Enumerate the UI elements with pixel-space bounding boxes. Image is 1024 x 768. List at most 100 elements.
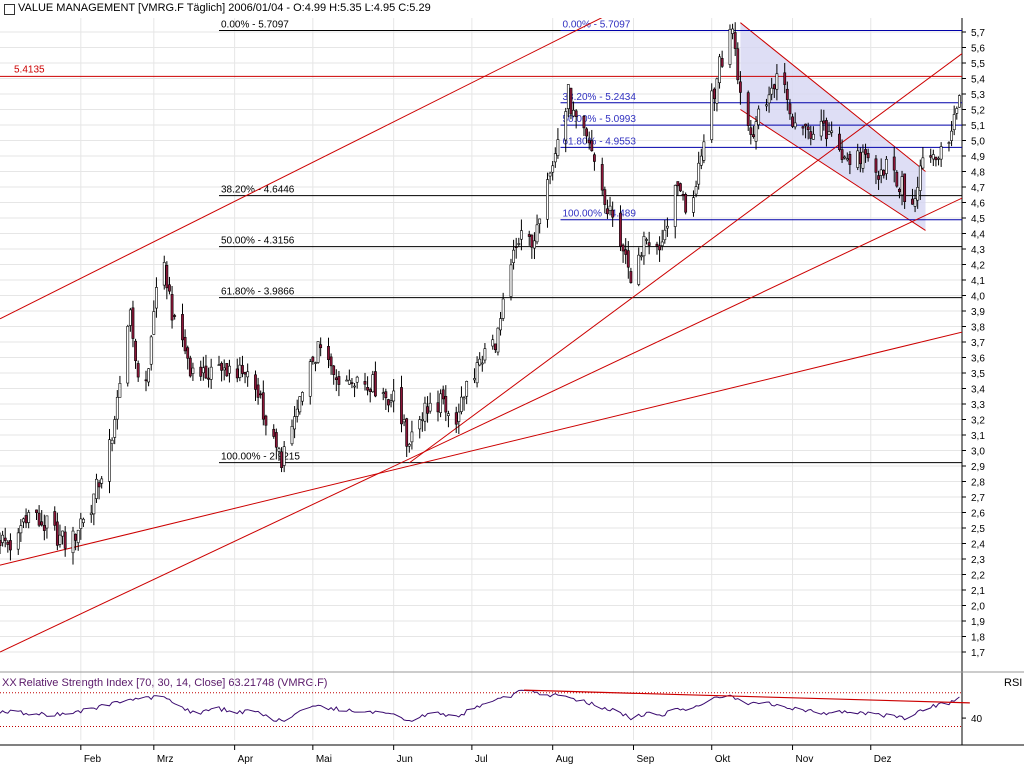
candle-body[interactable] xyxy=(345,379,349,382)
candle-body[interactable] xyxy=(353,385,356,388)
candle-body[interactable] xyxy=(603,189,607,205)
candle-body[interactable] xyxy=(220,362,223,371)
candle-body[interactable] xyxy=(261,392,265,420)
candle-body[interactable] xyxy=(600,164,604,191)
candle-body[interactable] xyxy=(392,390,396,402)
candle-body[interactable] xyxy=(89,512,93,515)
candle-body[interactable] xyxy=(74,533,78,541)
candle-body[interactable] xyxy=(0,540,2,547)
candle-body[interactable] xyxy=(788,103,792,115)
candle-body[interactable] xyxy=(512,249,515,263)
candle-body[interactable] xyxy=(128,309,132,326)
candle-body[interactable] xyxy=(681,194,685,197)
candle-body[interactable] xyxy=(900,176,904,196)
candle-body[interactable] xyxy=(848,154,852,165)
candle-body[interactable] xyxy=(53,511,57,526)
candle-body[interactable] xyxy=(149,336,153,365)
candle-body[interactable] xyxy=(546,179,549,220)
candle-body[interactable] xyxy=(420,419,424,421)
candle-body[interactable] xyxy=(767,94,771,104)
candle-body[interactable] xyxy=(733,32,737,49)
candle-body[interactable] xyxy=(439,393,442,413)
candle-body[interactable] xyxy=(27,512,31,523)
candle-body[interactable] xyxy=(825,120,828,140)
candle-body[interactable] xyxy=(144,379,148,382)
candle-body[interactable] xyxy=(136,363,140,378)
candle-body[interactable] xyxy=(955,108,959,114)
candle-body[interactable] xyxy=(134,340,137,362)
candle-body[interactable] xyxy=(191,367,195,374)
candle-body[interactable] xyxy=(301,392,304,402)
candle-body[interactable] xyxy=(783,72,787,85)
candle-body[interactable] xyxy=(569,87,573,115)
candle-body[interactable] xyxy=(188,357,192,377)
candle-body[interactable] xyxy=(587,139,591,144)
candle-body[interactable] xyxy=(58,534,62,545)
candle-body[interactable] xyxy=(199,366,203,377)
candle-body[interactable] xyxy=(441,389,445,400)
candle-body[interactable] xyxy=(478,358,482,366)
candle-body[interactable] xyxy=(113,419,117,438)
candle-body[interactable] xyxy=(655,243,659,247)
candle-body[interactable] xyxy=(280,451,283,468)
trendline[interactable] xyxy=(0,0,970,320)
candle-body[interactable] xyxy=(3,537,7,541)
candle-body[interactable] xyxy=(181,314,184,341)
candle-body[interactable] xyxy=(574,110,578,117)
candle-body[interactable] xyxy=(337,376,341,385)
candle-body[interactable] xyxy=(363,381,367,385)
candle-body[interactable] xyxy=(311,356,315,362)
candle-body[interactable] xyxy=(201,367,205,374)
candle-body[interactable] xyxy=(509,264,513,297)
candle-body[interactable] xyxy=(791,116,794,127)
candle-body[interactable] xyxy=(454,412,458,425)
candle-body[interactable] xyxy=(204,365,208,379)
candle-body[interactable] xyxy=(809,131,813,139)
candle-body[interactable] xyxy=(92,493,96,515)
candle-body[interactable] xyxy=(728,28,732,65)
candle-body[interactable] xyxy=(811,133,815,140)
candle-body[interactable] xyxy=(606,208,609,215)
candle-body[interactable] xyxy=(845,158,849,161)
candle-body[interactable] xyxy=(293,416,296,430)
candle-body[interactable] xyxy=(879,169,883,176)
candle-body[interactable] xyxy=(952,114,956,131)
candle-body[interactable] xyxy=(480,362,484,365)
candle-body[interactable] xyxy=(131,307,135,339)
candle-body[interactable] xyxy=(895,171,899,187)
rsi-line[interactable] xyxy=(0,689,960,722)
candle-body[interactable] xyxy=(556,139,560,156)
candle-body[interactable] xyxy=(861,151,865,169)
candle-body[interactable] xyxy=(626,250,630,268)
candle-body[interactable] xyxy=(238,364,242,378)
candle-body[interactable] xyxy=(663,229,667,241)
candle-body[interactable] xyxy=(749,127,753,135)
chart-symbol-icon[interactable] xyxy=(4,4,15,15)
candle-body[interactable] xyxy=(858,152,862,165)
candle-body[interactable] xyxy=(533,240,536,249)
candle-body[interactable] xyxy=(40,521,44,526)
candle-body[interactable] xyxy=(82,518,85,524)
candle-body[interactable] xyxy=(374,371,377,397)
candle-body[interactable] xyxy=(819,120,823,137)
candle-body[interactable] xyxy=(9,540,12,551)
candle-body[interactable] xyxy=(16,532,20,550)
candle-body[interactable] xyxy=(838,133,841,151)
rsi-indicator-icon[interactable]: XX xyxy=(2,677,17,689)
candle-body[interactable] xyxy=(702,141,706,161)
candle-body[interactable] xyxy=(629,271,633,283)
candle-body[interactable] xyxy=(493,343,497,351)
candle-body[interactable] xyxy=(115,397,119,420)
candle-body[interactable] xyxy=(947,142,951,144)
candle-body[interactable] xyxy=(402,419,406,423)
candle-body[interactable] xyxy=(405,418,409,447)
candle-body[interactable] xyxy=(290,426,294,445)
candle-body[interactable] xyxy=(801,126,805,129)
candle-body[interactable] xyxy=(79,518,83,529)
candle-body[interactable] xyxy=(806,126,810,131)
candle-body[interactable] xyxy=(712,88,716,100)
candle-body[interactable] xyxy=(660,241,664,246)
candle-body[interactable] xyxy=(775,73,779,90)
candle-body[interactable] xyxy=(314,362,317,364)
candle-body[interactable] xyxy=(457,411,461,422)
